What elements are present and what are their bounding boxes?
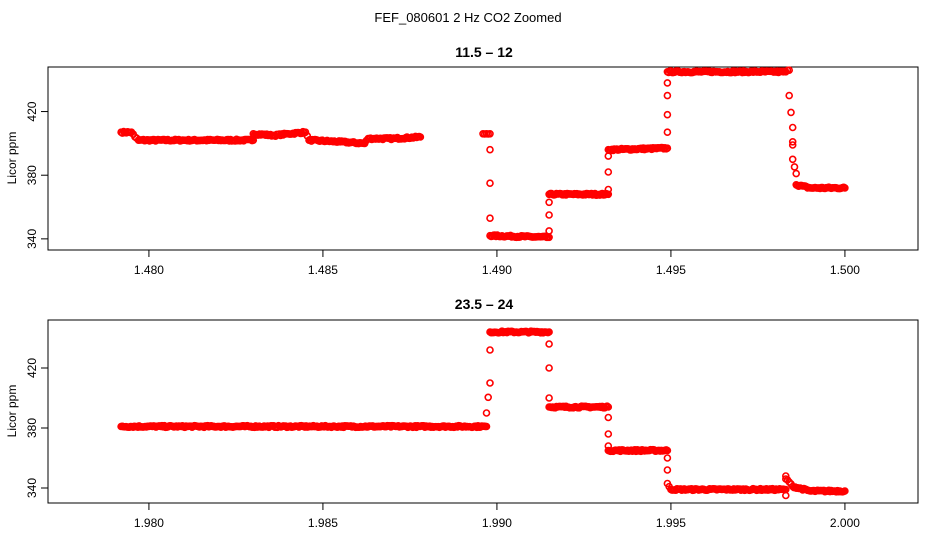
data-point [663, 446, 672, 455]
plot-frame [47, 66, 919, 251]
data-point [545, 328, 553, 336]
data-point [785, 478, 794, 486]
y-axis-label: Licor ppm [5, 132, 19, 185]
data-point [482, 409, 491, 417]
figure-title: FEF_080601 2 Hz CO2 Zoomed [374, 10, 561, 25]
data-point [781, 491, 790, 500]
y-tick-label: 380 [25, 165, 39, 185]
panel-title: 23.5 – 24 [455, 296, 514, 312]
x-tick-label: 1.990 [482, 516, 512, 530]
data-point [790, 163, 799, 171]
data-point [545, 394, 553, 402]
x-tick-label: 1.980 [134, 516, 164, 530]
y-tick-label: 340 [25, 229, 39, 249]
data-point [663, 79, 672, 87]
data-point [663, 144, 672, 152]
data-point [663, 128, 672, 136]
data-point [604, 190, 613, 199]
data-point [788, 141, 797, 149]
y-axis-label: Licor ppm [5, 385, 19, 438]
data-point [604, 185, 613, 194]
data-point [781, 472, 790, 480]
panel-title: 11.5 – 12 [455, 44, 513, 60]
data-point [545, 198, 553, 207]
data-point [486, 379, 494, 387]
panel-23-5-24: 23.5 – 24 Licor ppm 1.980 1.985 1.990 1.995… [5, 296, 919, 530]
data-point [841, 487, 849, 495]
data-point [416, 133, 425, 141]
y-tick-label: 420 [25, 358, 39, 378]
x-axis: 1.480 1.485 1.490 1.495 1.500 [134, 249, 860, 277]
data-point [545, 364, 553, 372]
data-point [663, 466, 672, 474]
data-point [486, 346, 494, 354]
data-point [486, 145, 494, 154]
x-tick-label: 2.000 [830, 516, 860, 530]
data-point [788, 123, 797, 132]
plot-frame [47, 319, 919, 504]
y-tick-label: 420 [25, 101, 39, 121]
data-point [792, 169, 801, 178]
data-point [604, 430, 613, 438]
y-axis: 340 380 420 [25, 358, 49, 498]
data-point [785, 91, 794, 100]
x-tick-label: 1.485 [308, 263, 338, 277]
data-point [604, 413, 613, 422]
data-point [484, 393, 493, 402]
y-tick-label: 380 [25, 418, 39, 438]
x-tick-label: 1.995 [656, 516, 686, 530]
data-point [788, 155, 797, 164]
data-point [788, 138, 797, 146]
series-licor [117, 66, 849, 242]
x-tick-label: 1.985 [308, 516, 338, 530]
data-point [787, 108, 795, 117]
y-axis: 340 380 420 [25, 101, 49, 249]
data-point [545, 340, 553, 348]
data-point [486, 130, 494, 138]
panel-11-5-12: 11.5 – 12 Licor ppm 1.480 1.485 1.490 1.495… [5, 44, 919, 277]
data-point [486, 179, 494, 187]
x-tick-label: 1.490 [482, 263, 512, 277]
x-tick-label: 1.495 [656, 263, 686, 277]
x-axis: 1.980 1.985 1.990 1.995 2.000 [134, 502, 860, 530]
data-point [663, 110, 672, 119]
data-point [545, 211, 553, 219]
data-point [545, 227, 553, 235]
data-point [663, 454, 672, 462]
series-licor [117, 327, 849, 500]
x-tick-label: 1.500 [830, 263, 860, 277]
data-point [604, 403, 613, 411]
data-point [785, 66, 794, 74]
data-point [486, 214, 494, 222]
data-point [301, 128, 310, 136]
data-point [604, 168, 613, 176]
data-point [482, 422, 491, 431]
y-tick-label: 340 [25, 478, 39, 498]
data-point [841, 184, 849, 192]
x-tick-label: 1.480 [134, 263, 164, 277]
data-point [663, 91, 672, 100]
